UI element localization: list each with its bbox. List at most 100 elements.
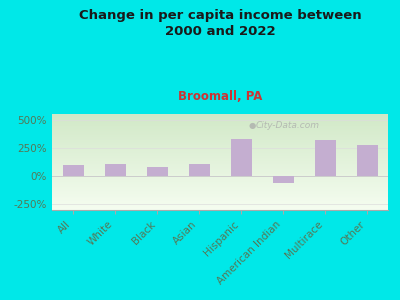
Bar — [52, 169, 388, 170]
Bar — [52, 114, 388, 115]
Bar — [52, 171, 388, 172]
Bar — [52, 135, 388, 136]
Bar — [52, 192, 388, 193]
Bar — [188, 164, 210, 176]
Bar — [52, 170, 388, 171]
Bar — [52, 188, 388, 189]
Bar — [52, 140, 388, 141]
Bar — [52, 190, 388, 191]
Bar — [52, 156, 388, 157]
Bar — [52, 189, 388, 190]
Bar — [52, 172, 388, 173]
Bar — [52, 133, 388, 134]
Bar — [52, 185, 388, 186]
Bar — [52, 200, 388, 201]
Bar — [62, 165, 84, 176]
Bar — [52, 195, 388, 196]
Bar — [52, 194, 388, 195]
Bar — [52, 168, 388, 169]
Bar — [52, 119, 388, 120]
Bar — [52, 183, 388, 184]
Bar — [52, 144, 388, 145]
Bar — [52, 163, 388, 164]
Bar — [52, 179, 388, 180]
Bar — [52, 139, 388, 140]
Bar — [52, 197, 388, 199]
Bar — [230, 139, 252, 176]
Bar — [314, 140, 336, 176]
Bar — [52, 207, 388, 208]
Bar — [52, 128, 388, 129]
Bar — [52, 149, 388, 151]
Bar — [52, 148, 388, 149]
Bar — [52, 129, 388, 130]
Bar — [52, 181, 388, 182]
Bar — [52, 132, 388, 133]
Bar — [52, 141, 388, 142]
Bar — [52, 204, 388, 205]
Bar — [52, 208, 388, 209]
Bar — [52, 134, 388, 135]
Bar — [104, 164, 126, 176]
Bar — [146, 167, 168, 176]
Bar — [52, 122, 388, 123]
Bar — [52, 151, 388, 152]
Bar — [52, 161, 388, 162]
Bar — [52, 201, 388, 202]
Bar — [52, 199, 388, 200]
Bar — [52, 147, 388, 148]
Bar — [52, 177, 388, 178]
Bar — [52, 130, 388, 131]
Bar — [52, 166, 388, 167]
Bar — [52, 187, 388, 188]
Bar — [52, 160, 388, 161]
Text: ●: ● — [248, 121, 256, 130]
Bar — [52, 157, 388, 158]
Bar — [52, 154, 388, 155]
Bar — [272, 176, 294, 183]
Text: City-Data.com: City-Data.com — [255, 121, 319, 130]
Bar — [52, 152, 388, 153]
Bar — [52, 117, 388, 118]
Bar — [52, 186, 388, 187]
Bar — [52, 205, 388, 206]
Bar — [52, 159, 388, 160]
Text: Broomall, PA: Broomall, PA — [178, 90, 262, 103]
Bar — [52, 120, 388, 121]
Bar — [52, 164, 388, 165]
Bar — [52, 121, 388, 122]
Bar — [52, 182, 388, 183]
Bar — [52, 209, 388, 210]
Bar — [356, 145, 378, 176]
Bar — [52, 191, 388, 192]
Bar — [52, 145, 388, 146]
Bar — [52, 153, 388, 154]
Bar — [52, 178, 388, 179]
Bar — [52, 202, 388, 203]
Bar — [52, 125, 388, 127]
Bar — [52, 118, 388, 119]
Bar — [52, 193, 388, 194]
Bar — [52, 158, 388, 159]
Bar — [52, 167, 388, 168]
Bar — [52, 176, 388, 177]
Bar — [52, 142, 388, 143]
Bar — [52, 196, 388, 197]
Bar — [52, 136, 388, 137]
Bar — [52, 124, 388, 125]
Text: Change in per capita income between
2000 and 2022: Change in per capita income between 2000… — [79, 9, 361, 38]
Bar — [52, 131, 388, 132]
Bar — [52, 123, 388, 124]
Bar — [52, 115, 388, 116]
Bar — [52, 137, 388, 138]
Bar — [52, 116, 388, 117]
Bar — [52, 146, 388, 147]
Bar — [52, 155, 388, 156]
Bar — [52, 162, 388, 163]
Bar — [52, 206, 388, 207]
Bar — [52, 173, 388, 175]
Bar — [52, 165, 388, 166]
Bar — [52, 175, 388, 176]
Bar — [52, 138, 388, 139]
Bar — [52, 203, 388, 204]
